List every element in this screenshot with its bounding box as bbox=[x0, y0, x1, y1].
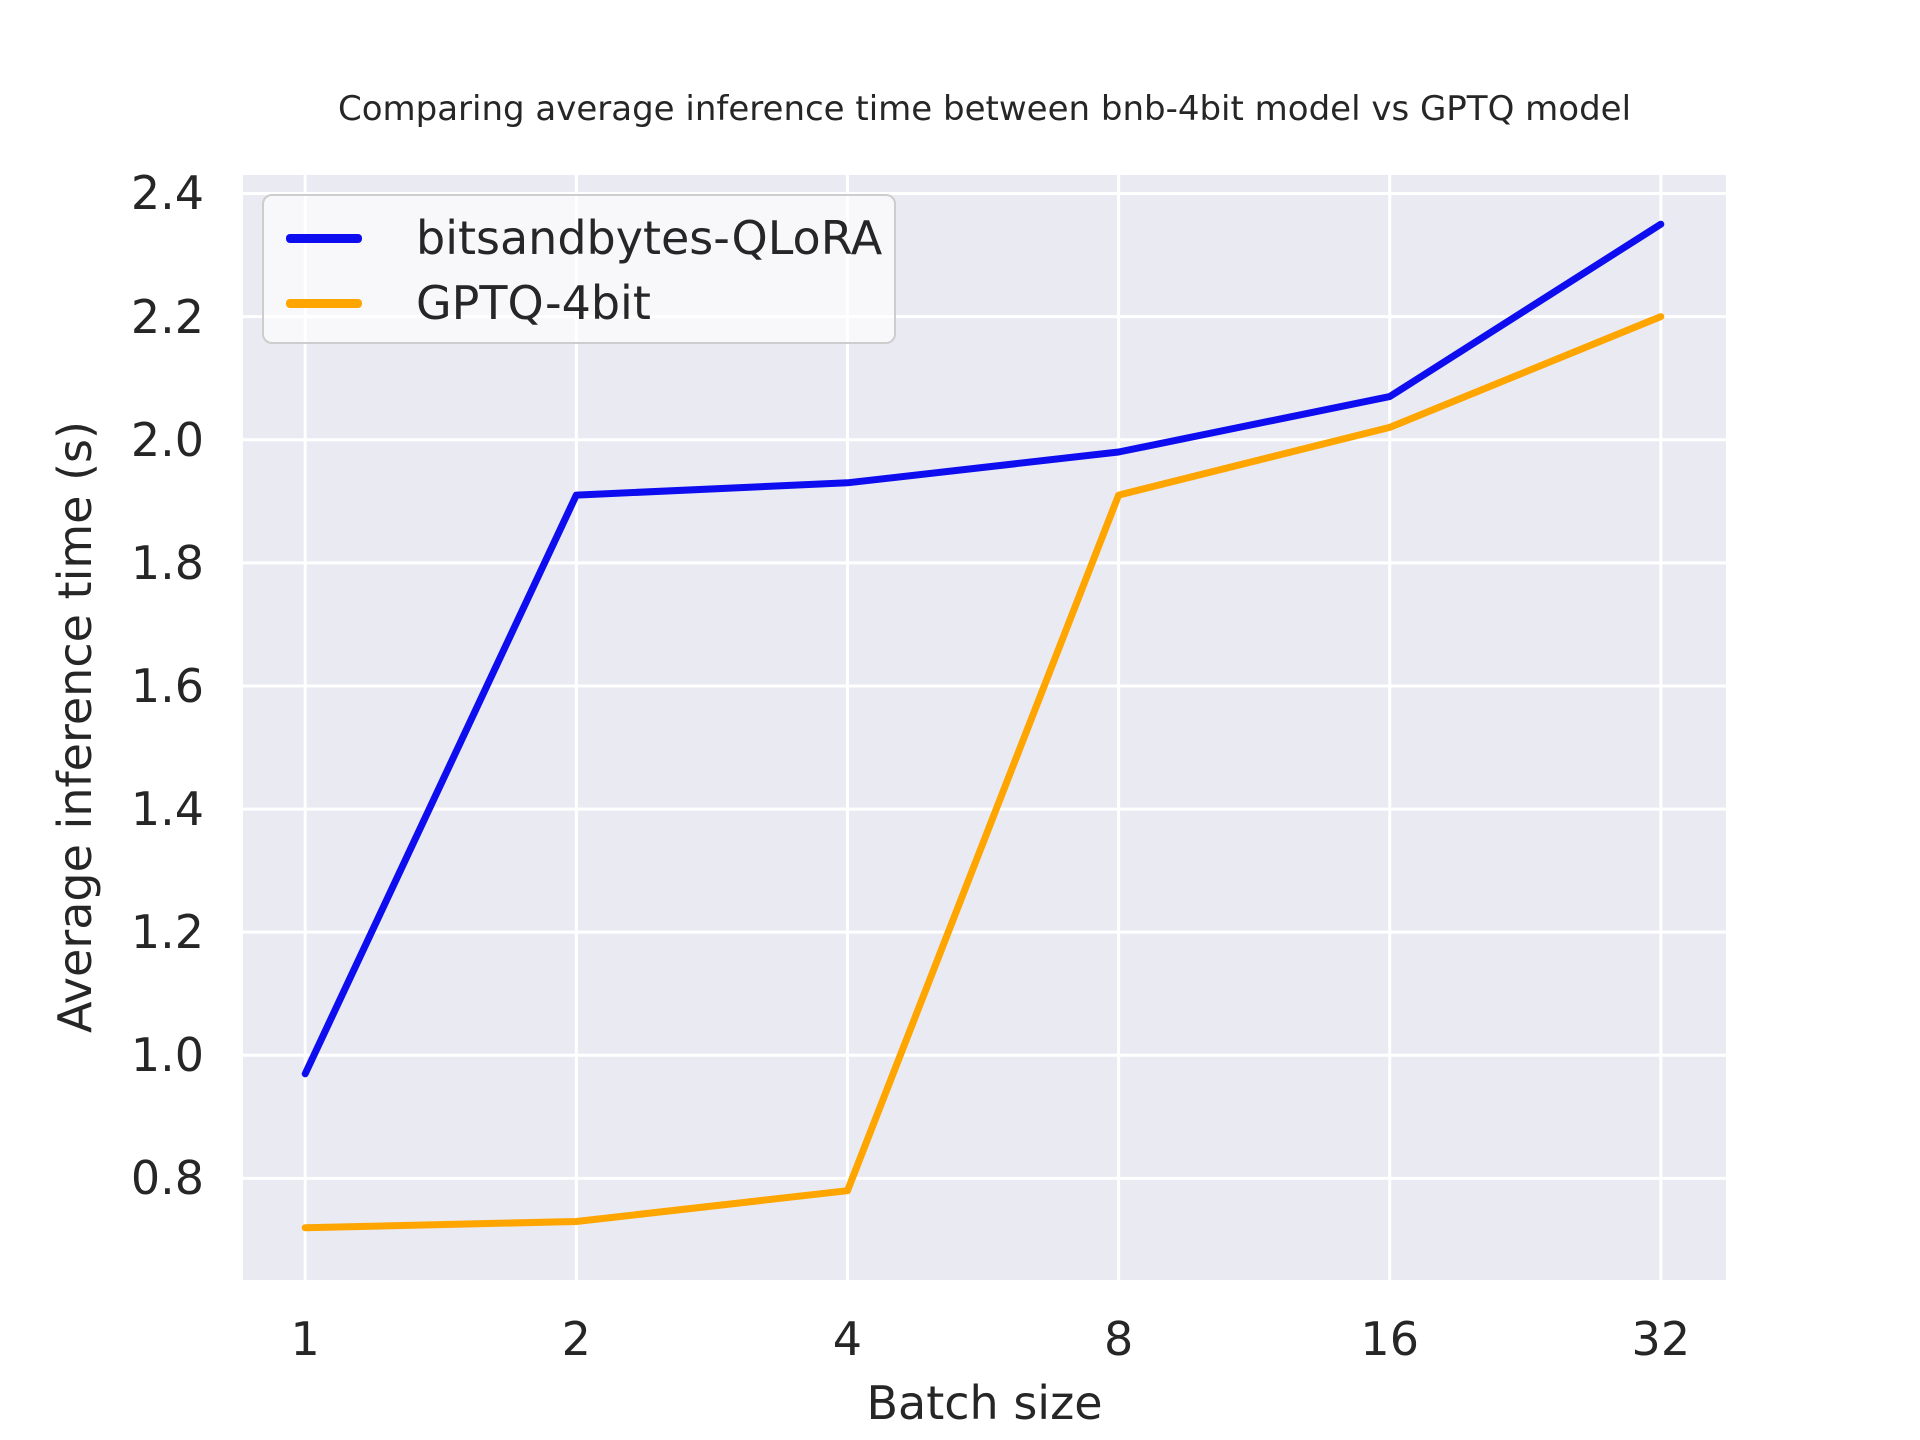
legend-label: bitsandbytes-QLoRA bbox=[416, 211, 883, 265]
series-line-bitsandbytes-QLoRA bbox=[301, 220, 1665, 1078]
legend-line-sample-orange bbox=[286, 298, 362, 308]
y-tick-label: 2.4 bbox=[130, 166, 204, 221]
x-tick-label: 32 bbox=[1631, 1312, 1691, 1366]
x-tick-label: 2 bbox=[561, 1312, 591, 1366]
y-tick-label: 2.0 bbox=[130, 412, 204, 467]
legend-item-bitsandbytes: bitsandbytes-QLoRA bbox=[286, 215, 894, 261]
y-axis-label: Average inference time (s) bbox=[48, 421, 102, 1033]
plot-area bbox=[243, 175, 1726, 1280]
y-tick-label: 2.2 bbox=[130, 289, 204, 344]
x-tick-label: 1 bbox=[290, 1312, 320, 1366]
legend-line-sample-blue bbox=[286, 233, 362, 243]
chart-title: Comparing average inference time between… bbox=[337, 89, 1632, 129]
x-tick-label: 8 bbox=[1103, 1312, 1134, 1366]
y-tick-label: 1.4 bbox=[130, 782, 204, 837]
series-line-GPTQ-4bit bbox=[301, 313, 1665, 1232]
y-tick-label: 1.8 bbox=[130, 535, 204, 590]
y-tick-label: 1.0 bbox=[130, 1028, 204, 1083]
legend-label: GPTQ-4bit bbox=[416, 276, 651, 330]
plot-background bbox=[243, 175, 1726, 1280]
y-tick-label: 1.2 bbox=[130, 905, 204, 960]
x-axis-label: Batch size bbox=[866, 1376, 1103, 1430]
legend: bitsandbytes-QLoRA GPTQ-4bit bbox=[262, 194, 896, 344]
x-tick-label: 4 bbox=[832, 1312, 863, 1366]
y-tick-label: 1.6 bbox=[130, 658, 204, 713]
x-tick-label: 16 bbox=[1360, 1312, 1419, 1366]
legend-item-gptq: GPTQ-4bit bbox=[286, 280, 894, 326]
y-tick-label: 0.8 bbox=[130, 1151, 204, 1206]
